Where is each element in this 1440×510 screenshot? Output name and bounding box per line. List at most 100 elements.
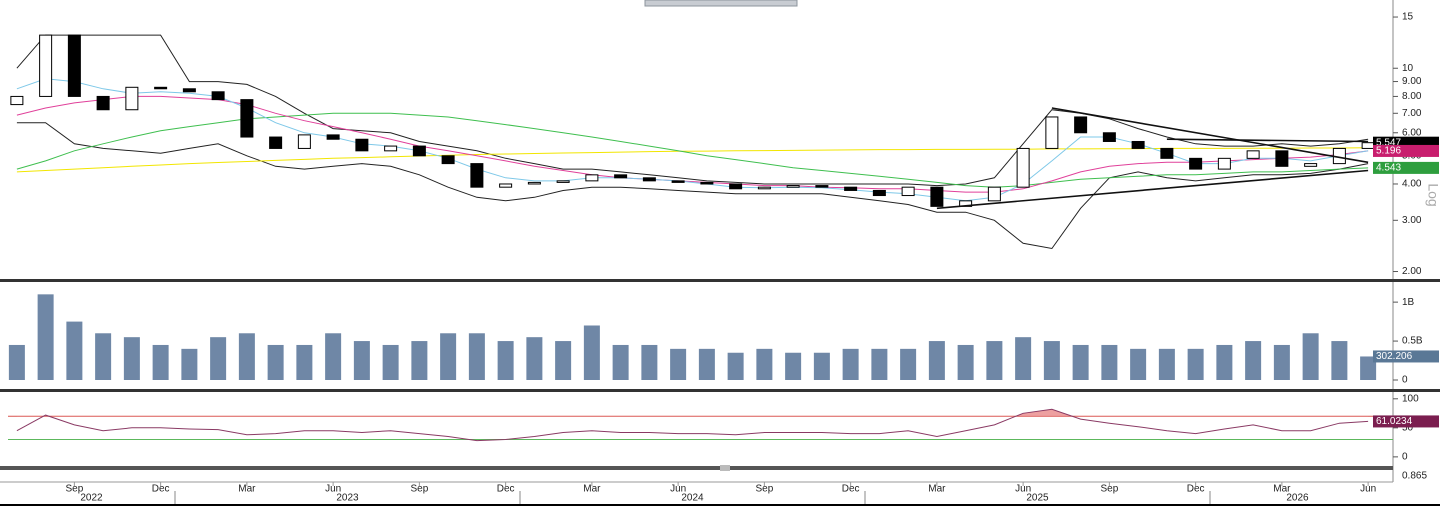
volume-bar xyxy=(1187,348,1204,380)
volume-bar xyxy=(1273,344,1290,380)
panel-handle[interactable] xyxy=(720,465,730,471)
volume-bar xyxy=(497,341,514,380)
x-tick-label: Mar xyxy=(238,484,256,495)
volume-bar xyxy=(641,344,658,380)
panel-separator xyxy=(0,466,1393,470)
volume-bar xyxy=(583,325,600,380)
value-badge xyxy=(1373,144,1439,157)
year-label: 2022 xyxy=(80,493,103,504)
x-tick-label: Mar xyxy=(1273,484,1291,495)
trendline xyxy=(936,169,1369,210)
candle xyxy=(499,183,513,188)
volume-bar xyxy=(296,344,313,380)
volume-bar xyxy=(670,348,687,380)
volume-bar xyxy=(468,333,485,380)
candle xyxy=(901,186,915,197)
candle xyxy=(930,186,944,207)
candle xyxy=(211,91,225,101)
candle xyxy=(1074,116,1088,134)
candle xyxy=(1102,132,1116,142)
candle xyxy=(671,180,685,183)
candle xyxy=(1304,163,1318,167)
volume-bar xyxy=(957,344,974,380)
volume-bar xyxy=(8,344,25,380)
candle xyxy=(1160,147,1174,159)
candle xyxy=(757,186,771,190)
candle xyxy=(642,177,656,182)
candle xyxy=(556,180,570,183)
candle xyxy=(412,145,426,157)
x-tick-label: Sep xyxy=(1100,484,1118,495)
candle xyxy=(125,86,139,111)
volume-bar xyxy=(1360,356,1377,380)
volume-bar xyxy=(181,348,198,380)
candle xyxy=(1016,147,1030,188)
candle xyxy=(585,174,599,182)
candle xyxy=(987,186,1001,202)
candle xyxy=(1045,116,1059,149)
volume-bar xyxy=(1072,344,1089,380)
candle xyxy=(872,189,886,197)
value-badge xyxy=(1373,415,1439,428)
volume-bar xyxy=(612,344,629,380)
candle xyxy=(39,34,53,97)
volume-bar xyxy=(1302,333,1319,380)
candle xyxy=(96,95,110,111)
candle xyxy=(729,183,743,190)
toolbar-tab[interactable] xyxy=(644,0,798,7)
y-tick-label: 7.00 xyxy=(1402,108,1422,119)
volume-bar xyxy=(1130,348,1147,380)
volume-bar xyxy=(210,337,227,380)
candle xyxy=(1131,140,1145,149)
volume-bar xyxy=(1245,341,1262,380)
y-tick-label: 4.00 xyxy=(1402,179,1422,190)
lower-panel-tick-label: 0.865 xyxy=(1402,471,1427,482)
x-tick-label: Jun xyxy=(670,484,686,495)
value-badge-label: 4.543 xyxy=(1376,163,1401,174)
volume-bar xyxy=(813,352,830,380)
candle xyxy=(10,95,24,106)
y-tick-label: 100 xyxy=(1402,393,1419,404)
volume-bar xyxy=(986,341,1003,380)
volume-bar xyxy=(698,348,715,380)
trendline xyxy=(1051,107,1369,164)
x-tick-label: Sep xyxy=(65,484,83,495)
panel-separator xyxy=(0,389,1440,392)
candle xyxy=(815,185,829,188)
y-tick-label: 0 xyxy=(1402,452,1408,463)
y-tick-label: 6.00 xyxy=(1402,127,1422,138)
volume-bar xyxy=(95,333,112,380)
volume-bar xyxy=(1101,344,1118,380)
x-tick-label: Dec xyxy=(1187,484,1205,495)
y-tick-label: 8.00 xyxy=(1402,91,1422,102)
candle xyxy=(700,181,714,185)
value-badge-label: 302.206 xyxy=(1376,351,1413,362)
candle xyxy=(1361,142,1375,149)
volume-bar xyxy=(1216,344,1233,380)
candle xyxy=(154,86,168,90)
candle xyxy=(67,34,81,97)
year-label: 2026 xyxy=(1286,493,1309,504)
candle xyxy=(527,181,541,185)
year-label: 2023 xyxy=(336,493,359,504)
value-badge xyxy=(1373,161,1439,174)
y-tick-label: 50 xyxy=(1402,422,1414,433)
x-tick-label: Mar xyxy=(928,484,946,495)
candle xyxy=(1189,157,1203,170)
panel-separator xyxy=(0,279,1440,282)
volume-bar xyxy=(382,344,399,380)
volume-bar xyxy=(785,352,802,380)
volume-bar xyxy=(66,321,83,380)
candle xyxy=(384,145,398,152)
value-badge-label: 61.0234 xyxy=(1376,416,1413,427)
volume-bar xyxy=(871,348,888,380)
axis-title: Log xyxy=(1425,183,1440,206)
candle xyxy=(1246,150,1260,159)
candle xyxy=(297,134,311,149)
x-tick-label: Dec xyxy=(152,484,170,495)
volume-bar xyxy=(928,341,945,380)
candle xyxy=(269,136,283,149)
